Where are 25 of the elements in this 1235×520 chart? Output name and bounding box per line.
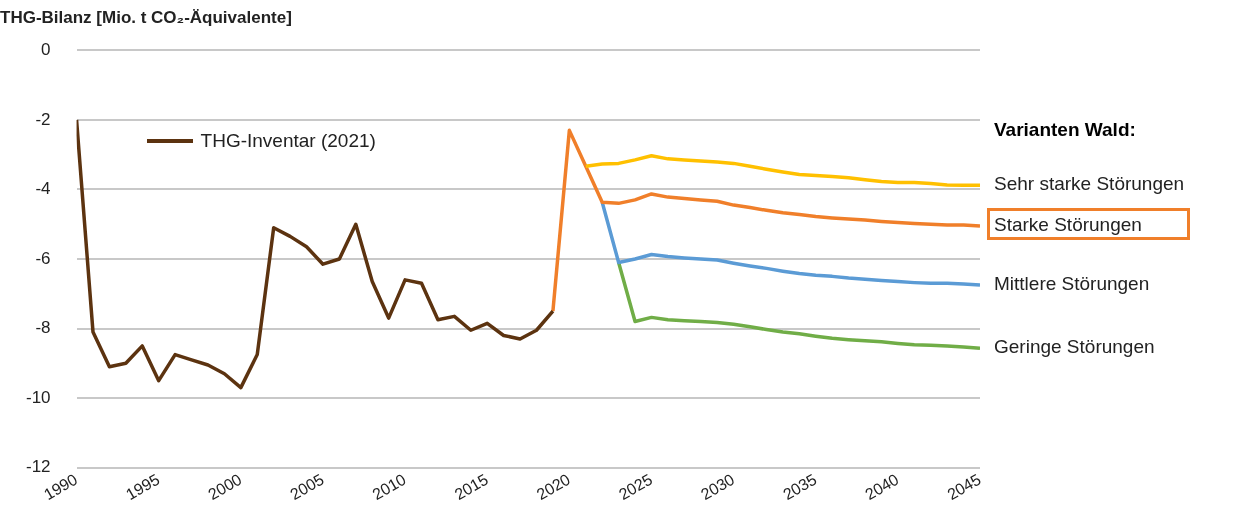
- x-tick-label: 2020: [533, 470, 574, 504]
- series-label: Sehr starke Störungen: [994, 173, 1185, 196]
- x-tick-label: 2015: [451, 470, 492, 504]
- y-tick-label: -2: [35, 109, 51, 129]
- series-label: Starke Störungen: [994, 213, 1142, 236]
- x-tick-label: 2000: [205, 470, 245, 504]
- x-tick-label: 2010: [369, 470, 409, 504]
- x-tick-label: 1995: [123, 470, 163, 504]
- y-tick-label: -6: [35, 248, 51, 268]
- y-tick-label: -8: [35, 318, 51, 338]
- x-tick-label: 2035: [780, 470, 820, 504]
- x-tick-label: 2025: [615, 470, 656, 504]
- y-tick-label: 0: [41, 40, 51, 60]
- chart-title: THG-Bilanz [Mio. t CO₂-Äquivalente]: [0, 7, 292, 27]
- x-tick-label: 2045: [944, 470, 984, 504]
- legend-label: THG-Inventar (2021): [200, 130, 376, 153]
- x-tick-label: 2040: [862, 470, 902, 504]
- series-label: Geringe Störungen: [994, 336, 1155, 359]
- series-label: Mittlere Störungen: [994, 273, 1150, 296]
- y-tick-label: -10: [25, 387, 51, 407]
- y-tick-label: -4: [35, 179, 51, 199]
- y-tick-label: -12: [25, 457, 51, 477]
- legend-title: Varianten Wald:: [994, 119, 1136, 142]
- x-tick-label: 2030: [698, 470, 738, 504]
- x-tick-label: 2005: [287, 470, 327, 504]
